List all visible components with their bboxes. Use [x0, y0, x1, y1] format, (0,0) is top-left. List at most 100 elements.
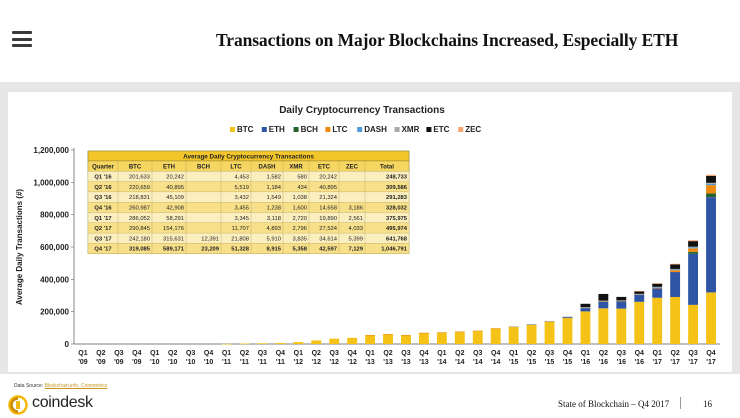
table-cell: 19,890 — [319, 216, 337, 222]
table-header-cell: BTC — [129, 164, 142, 170]
legend-label: DASH — [364, 125, 387, 134]
table-cell: 58,291 — [166, 216, 184, 222]
bar-segment-btc — [652, 297, 663, 344]
table-cell: 641,768 — [386, 236, 408, 242]
bar-segment-btc — [598, 308, 609, 344]
x-tick-label: Q4'09 — [132, 350, 142, 366]
table-cell: 11,707 — [232, 226, 249, 232]
legend-label: XMR — [402, 125, 420, 134]
coindesk-logo-icon — [8, 395, 28, 415]
table-cell: 20,242 — [166, 175, 184, 181]
table-cell: 3,432 — [234, 195, 249, 201]
x-tick-label: Q2'12 — [312, 350, 322, 366]
x-tick-label: Q3'11 — [258, 350, 267, 366]
table-cell: 2,561 — [348, 216, 363, 222]
bar-segment-eth — [652, 288, 663, 298]
data-source-links[interactable]: Blockchain.info, Coinmetrics — [44, 383, 108, 389]
table-cell: 201,633 — [129, 175, 150, 181]
x-tick-label: Q4'11 — [276, 350, 285, 366]
x-tick-label: Q2'16 — [599, 350, 609, 366]
x-tick-label: Q4'12 — [347, 350, 357, 366]
table-header-cell: XMR — [289, 164, 303, 170]
y-tick-label: 1,200,000 — [33, 146, 69, 155]
legend-label: BTC — [237, 125, 254, 134]
data-source: Data Source: Blockchain.info, Coinmetric… — [14, 383, 107, 389]
coindesk-logo: coindesk — [8, 394, 118, 415]
table-header-cell: ZEC — [346, 164, 359, 170]
y-tick-label: 400,000 — [40, 275, 69, 284]
bar-segment-btc — [436, 332, 447, 344]
x-tick-label: Q3'13 — [401, 350, 411, 366]
x-tick-label: Q1'17 — [652, 350, 662, 366]
legend-label: ETC — [433, 125, 449, 134]
bar-segment-xmr — [688, 246, 699, 248]
menu-bar — [12, 31, 32, 34]
x-tick-label: Q3'14 — [473, 350, 483, 366]
bar-segment-etc — [688, 241, 699, 247]
bar-segment-ltc — [706, 185, 716, 194]
legend-swatch — [458, 127, 464, 132]
bar-segment-btc — [670, 296, 681, 344]
y-tick-label: 800,000 — [40, 211, 69, 220]
table-header-cell: LTC — [230, 164, 242, 170]
x-tick-label: Q4'14 — [491, 350, 501, 366]
table-cell: 12,391 — [201, 236, 219, 242]
x-tick-label: Q3'10 — [186, 350, 196, 366]
bar-segment-ltc — [401, 334, 411, 336]
bar-segment-xmr — [526, 324, 537, 325]
x-tick-label: Q4'13 — [419, 350, 429, 366]
bar-segment-eth — [688, 253, 699, 305]
table-cell: Q2 '17 — [94, 226, 111, 232]
table-cell: Q1 '17 — [94, 216, 111, 222]
bar-segment-btc — [544, 321, 555, 344]
x-tick-label: Q4'10 — [204, 350, 214, 366]
table-cell: Q2 '16 — [94, 185, 112, 191]
bar-segment-eth — [634, 294, 645, 302]
x-tick-label: Q1'12 — [294, 350, 304, 366]
table-cell: 319,085 — [129, 247, 151, 253]
table-title: Average Daily Cryptocurrency Transaction… — [183, 154, 314, 161]
x-tick-label: Q2'17 — [670, 350, 680, 366]
table-cell: 20,242 — [319, 175, 337, 181]
table-cell: 309,586 — [386, 185, 408, 191]
bar-segment-btc — [526, 324, 537, 344]
bar-segment-ltc — [383, 334, 393, 335]
legend-label: LTC — [332, 125, 347, 134]
legend-swatch — [357, 127, 363, 132]
chart-title: Daily Cryptocurrency Transactions — [279, 105, 445, 116]
bar-segment-ltc — [472, 330, 483, 332]
bar-segment-ltc — [454, 331, 465, 333]
legend-swatch — [394, 127, 400, 132]
bar-segment-btc — [275, 343, 286, 344]
bar-segment-btc — [688, 304, 699, 344]
bar-segment-etc — [580, 303, 591, 308]
bar-segment-dash — [670, 269, 681, 271]
table-cell: 290,845 — [129, 226, 150, 232]
x-tick-label: Q1'16 — [581, 350, 591, 366]
table-cell: 4,453 — [234, 175, 249, 181]
legend-swatch — [325, 127, 331, 132]
table-header-cell: DASH — [258, 164, 275, 170]
bar-segment-bch — [706, 193, 716, 198]
table-cell: Q3 '17 — [94, 236, 111, 242]
table-cell: 27,524 — [319, 226, 338, 232]
table-header-cell: ETH — [163, 164, 175, 170]
table-cell: 3,455 — [234, 206, 249, 212]
bar-segment-btc — [401, 335, 411, 344]
bar-segment-eth — [580, 308, 591, 312]
menu-icon[interactable] — [12, 31, 32, 47]
bar-segment-dash — [688, 247, 699, 249]
y-tick-label: 200,000 — [40, 308, 69, 317]
table-cell: 589,171 — [163, 247, 185, 253]
table-cell: 23,209 — [201, 247, 220, 253]
bar-segment-btc — [257, 343, 268, 344]
table-cell: 495,974 — [386, 226, 408, 232]
table-cell: 34,614 — [319, 236, 338, 242]
table-cell: 5,399 — [348, 236, 363, 242]
table-cell: 248,733 — [386, 175, 408, 181]
bar-segment-btc — [311, 340, 322, 344]
x-tick-label: Q4'17 — [706, 350, 716, 366]
table-cell: 51,328 — [231, 247, 250, 253]
table-cell: 1,238 — [266, 206, 281, 212]
table-cell: 5,519 — [234, 185, 249, 191]
